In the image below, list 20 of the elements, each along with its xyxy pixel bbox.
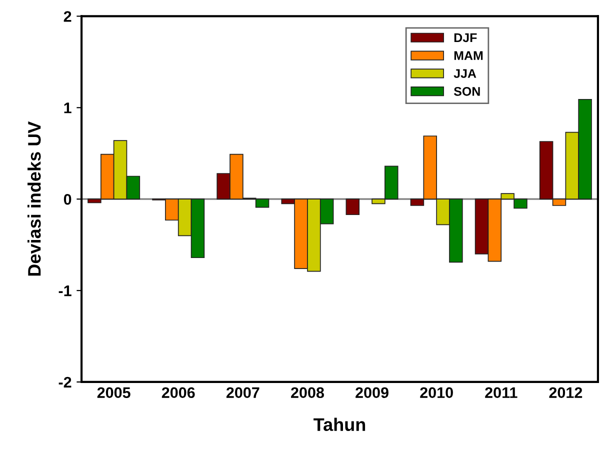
- legend-label: DJF: [454, 33, 477, 42]
- y-tick-label: 1: [64, 102, 72, 114]
- x-tick-label: 2005: [97, 387, 130, 398]
- x-tick-label: 2007: [226, 387, 260, 398]
- x-tick-label: 2008: [291, 387, 324, 398]
- y-tick-label: 2: [64, 11, 72, 22]
- x-tick-label: 2006: [162, 387, 195, 398]
- y-axis-title: Deviasi indeks UV: [28, 121, 41, 276]
- bar: [346, 198, 360, 216]
- y-tick-label: -1: [58, 286, 72, 296]
- legend-label: JJA: [454, 69, 476, 78]
- y-tick-label: -2: [58, 376, 72, 388]
- x-tick-label: 2010: [420, 387, 453, 398]
- y-tick-label: 0: [64, 194, 72, 205]
- legend-label: SON: [454, 86, 480, 96]
- legend-label: MAM: [454, 51, 483, 60]
- x-tick-label: 2009: [356, 387, 388, 398]
- x-axis-title: Tahun: [314, 418, 366, 432]
- x-tick-label: 2012: [549, 387, 582, 398]
- x-tick-label: 2011: [485, 387, 518, 398]
